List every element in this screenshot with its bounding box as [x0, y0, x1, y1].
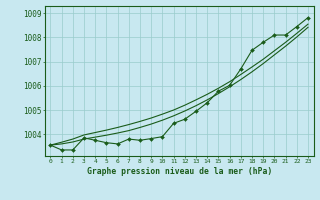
X-axis label: Graphe pression niveau de la mer (hPa): Graphe pression niveau de la mer (hPa) [87, 167, 272, 176]
